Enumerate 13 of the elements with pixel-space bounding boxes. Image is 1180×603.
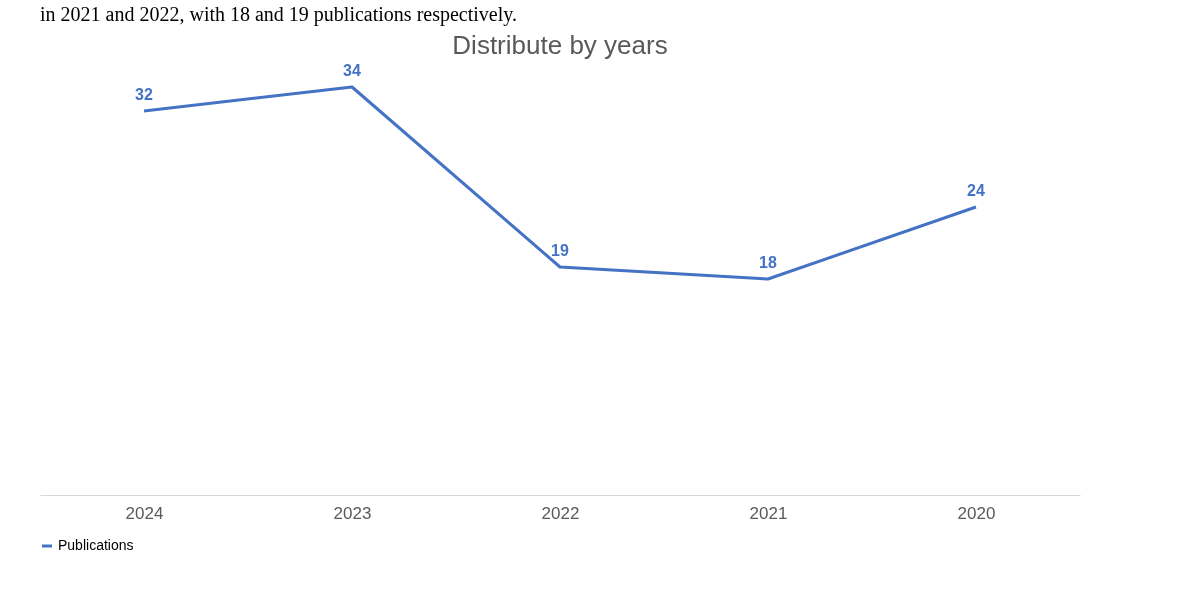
text: in 2021 and 2022, with 18 and 19 publications respectively. xyxy=(40,3,517,26)
x-tick-label: 2021 xyxy=(749,503,788,523)
chart-title: Distribute by years xyxy=(452,30,668,60)
x-tick-label: 2020 xyxy=(957,503,996,523)
x-tick-label: 2024 xyxy=(125,503,164,523)
data-label: 19 xyxy=(551,242,569,259)
legend-label: Publications xyxy=(58,537,134,553)
data-label: 18 xyxy=(759,254,777,271)
data-label: 32 xyxy=(135,86,153,103)
x-tick-label: 2022 xyxy=(541,503,580,523)
x-tick-label: 2023 xyxy=(333,503,372,523)
data-label: 24 xyxy=(967,182,985,199)
data-label: 34 xyxy=(343,62,361,79)
